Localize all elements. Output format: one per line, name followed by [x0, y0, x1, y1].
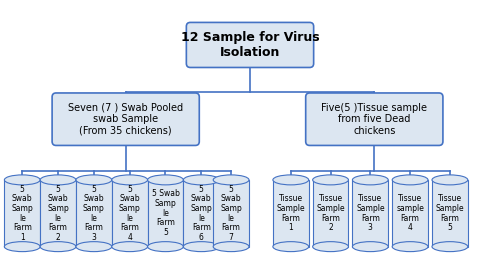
Bar — [76, 180, 112, 247]
Text: Tissue
Sample
Farm
5: Tissue Sample Farm 5 — [436, 194, 464, 232]
Bar — [148, 180, 184, 247]
Bar — [112, 180, 148, 247]
Text: Tissue
Sample
Farm
2: Tissue Sample Farm 2 — [316, 194, 345, 232]
Text: 5 Swab
Samp
le
Farm
5: 5 Swab Samp le Farm 5 — [152, 189, 180, 237]
Ellipse shape — [392, 175, 428, 185]
FancyBboxPatch shape — [52, 93, 200, 145]
Text: 5
Swab
Samp
le
Farm
7: 5 Swab Samp le Farm 7 — [220, 184, 242, 242]
Bar — [40, 180, 76, 247]
Ellipse shape — [213, 242, 249, 252]
Ellipse shape — [40, 242, 76, 252]
Ellipse shape — [273, 242, 308, 252]
Text: Tissue
Sample
Farm
3: Tissue Sample Farm 3 — [356, 194, 384, 232]
Ellipse shape — [273, 175, 308, 185]
Ellipse shape — [76, 175, 112, 185]
Ellipse shape — [312, 175, 348, 185]
Ellipse shape — [213, 175, 249, 185]
Ellipse shape — [40, 175, 76, 185]
Ellipse shape — [184, 242, 219, 252]
Ellipse shape — [432, 242, 468, 252]
Text: Seven (7 ) Swab Pooled
swab Sample
(From 35 chickens): Seven (7 ) Swab Pooled swab Sample (From… — [68, 103, 184, 136]
Bar — [213, 180, 249, 247]
Text: 5
Swab
Samp
le
Farm
6: 5 Swab Samp le Farm 6 — [190, 184, 212, 242]
Bar — [273, 180, 308, 247]
Text: 5
Swab
Samp
le
Farm
1: 5 Swab Samp le Farm 1 — [12, 184, 33, 242]
FancyBboxPatch shape — [306, 93, 443, 145]
Text: Tissue
sample
Farm
4: Tissue sample Farm 4 — [396, 194, 424, 232]
Text: 5
Swab
Samp
le
Farm
3: 5 Swab Samp le Farm 3 — [83, 184, 104, 242]
Ellipse shape — [148, 242, 184, 252]
Bar — [4, 180, 40, 247]
Ellipse shape — [312, 242, 348, 252]
Ellipse shape — [4, 175, 40, 185]
Bar — [352, 180, 388, 247]
Text: 12 Sample for Virus
Isolation: 12 Sample for Virus Isolation — [180, 31, 320, 59]
Ellipse shape — [352, 242, 388, 252]
Ellipse shape — [76, 242, 112, 252]
Text: 5
Swab
Samp
le
Farm
4: 5 Swab Samp le Farm 4 — [119, 184, 141, 242]
Bar — [432, 180, 468, 247]
Ellipse shape — [112, 175, 148, 185]
Ellipse shape — [392, 242, 428, 252]
Ellipse shape — [112, 242, 148, 252]
Text: Five(5 )Tissue sample
from five Dead
chickens: Five(5 )Tissue sample from five Dead chi… — [322, 103, 428, 136]
Ellipse shape — [352, 175, 388, 185]
Text: 5
Swab
Samp
le
Farm
2: 5 Swab Samp le Farm 2 — [47, 184, 69, 242]
Ellipse shape — [184, 175, 219, 185]
Ellipse shape — [432, 175, 468, 185]
Bar — [184, 180, 219, 247]
Ellipse shape — [4, 242, 40, 252]
FancyBboxPatch shape — [186, 22, 314, 68]
Ellipse shape — [148, 175, 184, 185]
Bar — [392, 180, 428, 247]
Bar — [312, 180, 348, 247]
Text: Tissue
Sample
Farm
1: Tissue Sample Farm 1 — [276, 194, 305, 232]
